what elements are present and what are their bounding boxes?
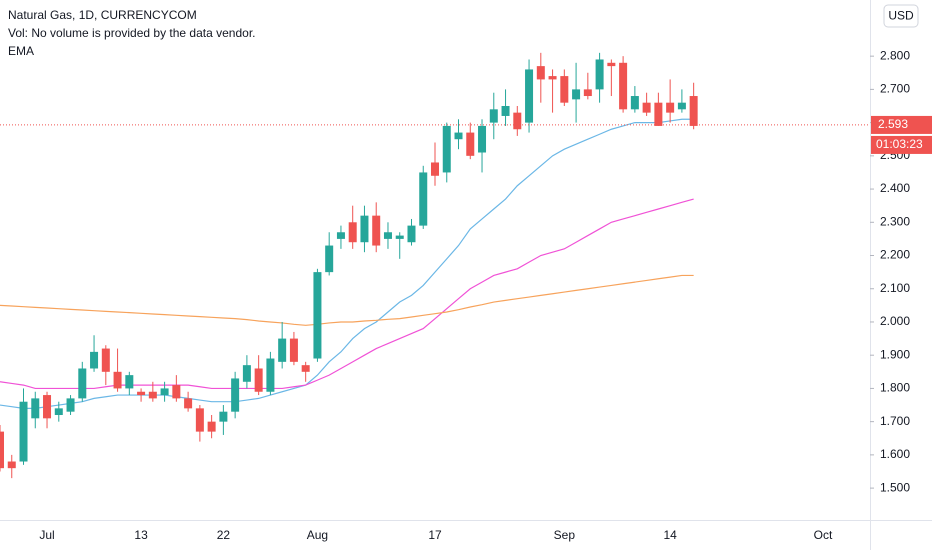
- candle-body: [172, 385, 181, 399]
- candle-body: [489, 109, 498, 123]
- countdown-badge: [871, 135, 932, 154]
- candle-body: [677, 102, 686, 110]
- candle-body: [289, 338, 298, 362]
- x-tick-label: Jul: [39, 528, 54, 542]
- candle-body: [466, 132, 475, 156]
- chart-title: Natural Gas, 1D, CURRENCYCOM: [8, 8, 197, 22]
- candle-body: [278, 338, 287, 362]
- candle-body: [583, 89, 592, 97]
- candle-body: [113, 371, 122, 389]
- candle-body: [619, 62, 628, 110]
- x-tick-label: 13: [134, 528, 148, 542]
- candle-body: [0, 431, 4, 469]
- candle-body: [419, 172, 428, 226]
- candle-body: [630, 96, 639, 110]
- y-tick-label: 2.300: [880, 214, 910, 228]
- countdown-label: 01:03:23: [876, 137, 923, 151]
- candle-body: [254, 368, 263, 392]
- y-tick-label: 2.400: [880, 181, 910, 195]
- volume-note: Vol: No volume is provided by the data v…: [8, 26, 255, 40]
- candle-body: [301, 365, 310, 372]
- x-tick-label: Aug: [307, 528, 328, 542]
- y-tick-label: 2.700: [880, 82, 910, 96]
- ema-line: [0, 118, 694, 409]
- y-tick-label: 1.800: [880, 381, 910, 395]
- candle-body: [207, 421, 216, 432]
- candle-body: [560, 76, 569, 103]
- last-price-label: 2.593: [878, 117, 908, 131]
- candle-body: [478, 125, 487, 153]
- candle-body: [607, 62, 616, 67]
- y-tick-label: 1.600: [880, 447, 910, 461]
- candle-body: [536, 66, 545, 80]
- candle-body: [383, 232, 392, 239]
- candle-body: [501, 105, 510, 116]
- candle-body: [513, 112, 522, 130]
- candle-body: [666, 102, 675, 113]
- candle-body: [90, 351, 99, 369]
- candle-body: [360, 215, 369, 243]
- x-tick-label: Oct: [814, 528, 833, 542]
- candle-body: [66, 398, 75, 412]
- candle-body: [19, 401, 28, 462]
- candle-body: [454, 132, 463, 140]
- x-tick-label: 17: [428, 528, 442, 542]
- candle-body: [313, 272, 322, 359]
- candle-body: [31, 398, 40, 419]
- candle-body: [101, 348, 110, 372]
- last-price-badge: [871, 115, 932, 134]
- candle-body: [595, 59, 604, 90]
- candle-body: [325, 245, 334, 273]
- candle-body: [54, 408, 63, 416]
- candle-body: [336, 232, 345, 239]
- candle-body: [43, 395, 52, 419]
- candle-body: [231, 378, 240, 412]
- candle-body: [125, 375, 134, 389]
- x-tick-label: Sep: [554, 528, 576, 542]
- candle-body: [242, 365, 251, 382]
- candle-body: [219, 411, 228, 422]
- indicator-label: EMA: [8, 44, 34, 58]
- candle-body: [348, 222, 357, 243]
- candle-body: [372, 215, 381, 246]
- candle-body: [395, 235, 404, 239]
- candle-body: [160, 388, 169, 396]
- y-tick-label: 2.100: [880, 281, 910, 295]
- candle-body: [525, 69, 534, 123]
- candle-body: [407, 225, 416, 243]
- candle-body: [184, 398, 193, 409]
- candle-body: [654, 102, 663, 126]
- plot-area: [0, 52, 870, 479]
- candle-body: [572, 89, 581, 100]
- x-tick-label: 22: [217, 528, 231, 542]
- candle-body: [442, 125, 451, 173]
- currency-button[interactable]: [883, 4, 919, 28]
- candle-body: [548, 76, 557, 80]
- x-tick-label: 14: [663, 528, 677, 542]
- y-tick-label: 2.200: [880, 248, 910, 262]
- candle-body: [642, 102, 651, 113]
- candle-body: [148, 391, 157, 399]
- candle-body: [78, 368, 87, 399]
- ema-line: [0, 274, 694, 326]
- candle-body: [137, 391, 146, 396]
- y-tick-label: 2.000: [880, 314, 910, 328]
- axes: 1.500 1.600 1.700 1.800 1.900 2.000 2.100 2.200…: [39, 48, 932, 542]
- candle-body: [689, 96, 698, 126]
- candle-body: [431, 162, 439, 176]
- y-tick-label: 1.700: [880, 414, 910, 428]
- candle-body: [7, 461, 16, 469]
- candle-body: [266, 358, 275, 392]
- y-tick-label: 2.800: [880, 48, 910, 62]
- currency-label: USD: [888, 9, 914, 23]
- candle-body: [195, 408, 204, 432]
- y-tick-label: 1.900: [880, 347, 910, 361]
- y-tick-label: 1.500: [880, 480, 910, 494]
